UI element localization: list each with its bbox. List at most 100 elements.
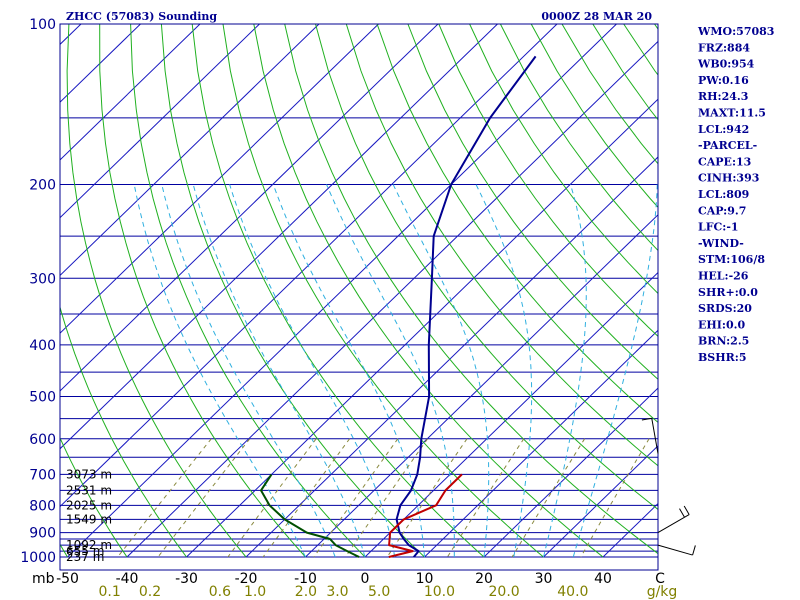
mixing-ratio-line-2 <box>227 438 317 558</box>
dry-adiabat-50 <box>284 24 658 555</box>
mixing-ratio-label: 0.1 <box>98 584 120 600</box>
plot-frame <box>59 23 659 571</box>
index-line: WMO:57083 <box>697 25 774 38</box>
isotherm--80 <box>60 24 439 392</box>
temperature-tick-label: 30 <box>535 571 553 587</box>
dry-adiabat-70 <box>345 24 658 467</box>
isotherm--110 <box>60 24 260 219</box>
indices-panel: WMO:57083 FRZ:884 WB0:954 PW:0.16 RH:24.3 MAX… <box>697 25 774 364</box>
temperature-tick-label: 0 <box>361 571 370 587</box>
index-line: CINH:393 <box>698 172 759 185</box>
mixing-ratio-line-4 <box>313 438 399 558</box>
wind-barb-flag <box>692 545 696 556</box>
dry-adiabat--20 <box>66 24 247 558</box>
mixing-ratio-label: 5.0 <box>368 584 390 600</box>
isotherm-0 <box>364 271 658 558</box>
mixing-ratio-line-6 <box>386 438 468 558</box>
wind-barb-flag <box>641 417 652 421</box>
mixing-ratio-line-7 <box>446 438 525 558</box>
mixing-ratio-label: 40.0 <box>557 584 588 600</box>
temperature-tick-label: -30 <box>175 571 198 587</box>
plot-series <box>260 55 537 558</box>
height-label: 2531 m <box>66 483 112 497</box>
mixing-ratio-unit: g/kg <box>647 584 678 600</box>
moist-adiabat-30 <box>543 184 587 558</box>
index-line: BRN:2.5 <box>698 335 749 348</box>
dry-adiabat-90 <box>407 24 658 380</box>
height-label: 2025 m <box>66 498 112 512</box>
index-line: -PARCEL- <box>698 139 757 152</box>
height-label: 1549 m <box>66 512 112 526</box>
wind-barb-flag <box>683 505 690 515</box>
mixing-ratio-label: 10.0 <box>424 584 455 600</box>
height-label: 655 m <box>66 544 104 558</box>
moist-adiabat-5 <box>229 184 396 558</box>
temperature-tick-label: -40 <box>116 571 139 587</box>
pressure-tick-label: 400 <box>29 338 56 354</box>
dry-adiabat-40 <box>253 24 604 558</box>
dry-adiabat-120 <box>499 24 658 252</box>
dry-adiabat-60 <box>315 24 658 511</box>
mixing-ratio-line-8 <box>511 438 586 558</box>
dewpoint-line <box>260 473 360 558</box>
isotherm--40 <box>126 40 658 558</box>
index-line: PW:0.16 <box>698 74 749 87</box>
mixing-ratio-label: 3.0 <box>326 584 348 600</box>
height-label: 237 m <box>66 550 104 564</box>
wind-barb <box>641 417 659 454</box>
index-line: FRZ:884 <box>698 41 750 54</box>
temperature-tick-label: 40 <box>594 571 612 587</box>
wind-barb <box>657 505 690 534</box>
index-line: CAPE:13 <box>698 155 751 168</box>
temperature-tick-label: -50 <box>56 571 79 587</box>
pressure-tick-label: 200 <box>29 177 56 193</box>
pressure-tick-label: 600 <box>29 432 56 448</box>
mixing-ratio-label: 1.0 <box>244 584 266 600</box>
isotherm--90 <box>60 24 379 334</box>
pressure-tick-label: 100 <box>29 17 56 33</box>
pressure-tick-label: 1000 <box>20 550 56 566</box>
mixing-ratio-label: 20.0 <box>489 584 520 600</box>
isotherm--120 <box>60 24 201 161</box>
index-line: EHI:0.0 <box>698 318 745 331</box>
temperature-tick-label: 10 <box>416 571 434 587</box>
isotherm--50 <box>67 24 617 558</box>
moist-adiabat-15 <box>326 184 455 557</box>
wind-barb-shaft <box>651 418 659 454</box>
pressure-tick-label: 800 <box>29 498 56 514</box>
isotherm--10 <box>305 214 658 558</box>
isotherm--30 <box>186 98 658 558</box>
wet-bulb-line <box>388 473 463 558</box>
mixing-ratio-line-3 <box>262 438 351 558</box>
index-line: RH:24.3 <box>698 90 748 103</box>
mixing-ratio-line-5 <box>345 438 429 558</box>
isotherm-30 <box>543 445 658 558</box>
mixing-ratio-label: 0.6 <box>209 584 231 600</box>
dry-adiabat--30 <box>60 305 187 558</box>
moist-adiabat-25 <box>475 184 533 558</box>
index-line: LCL:809 <box>698 188 749 201</box>
moist-adiabat-20 <box>392 184 490 558</box>
temperature-tick-label: -10 <box>294 571 317 587</box>
x-axis-unit: C <box>655 571 665 587</box>
moist-adiabat-0 <box>192 184 366 558</box>
wind-barb-shaft <box>657 514 690 534</box>
index-line: -WIND- <box>698 237 744 250</box>
index-line: BSHR:5 <box>698 351 747 364</box>
temperature-tick-label: -20 <box>235 571 258 587</box>
index-line: WB0:954 <box>697 58 755 71</box>
isotherm-20 <box>483 387 658 558</box>
wind-barbs <box>641 417 696 556</box>
mixing-ratio-label: 2.0 <box>295 584 317 600</box>
station-title: ZHCC (57083) Sounding <box>66 10 217 23</box>
dry-adiabat-20 <box>191 24 485 558</box>
index-line: STM:106/8 <box>698 253 765 266</box>
temperature-line <box>395 55 537 558</box>
index-line: SHR+:0.0 <box>698 286 758 299</box>
dry-adiabat--40 <box>60 436 128 558</box>
mixing-ratio-line-0 <box>117 438 212 558</box>
dry-adiabat--10 <box>99 24 306 558</box>
index-line: MAXT:11.5 <box>698 107 766 120</box>
